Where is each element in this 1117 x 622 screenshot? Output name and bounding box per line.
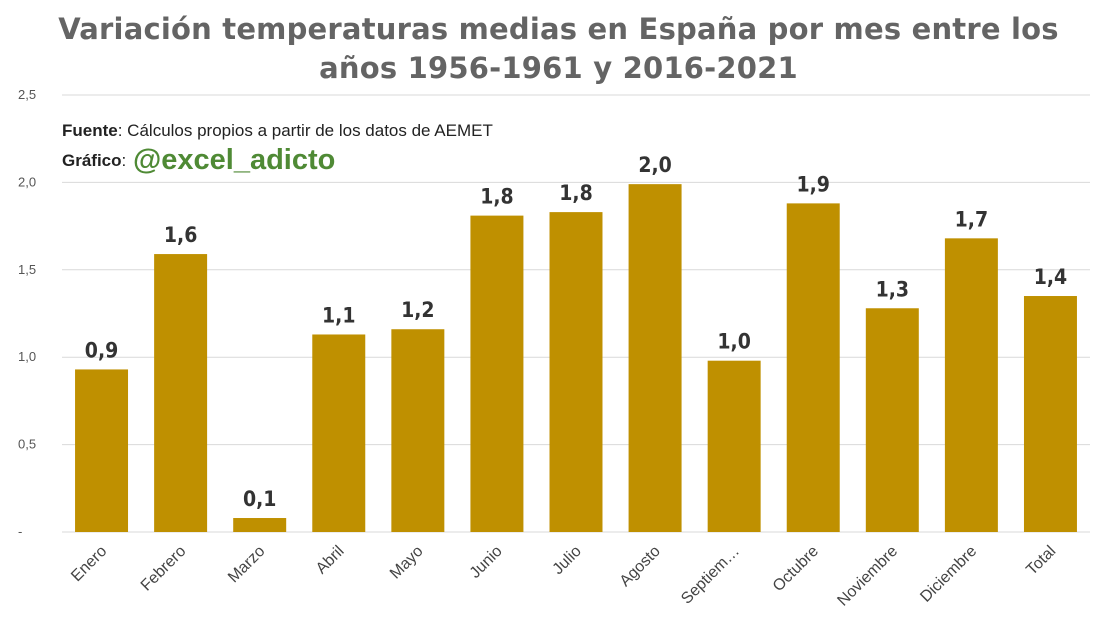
data-label: 1,0 <box>717 330 750 354</box>
data-label: 1,7 <box>955 207 988 231</box>
graphic-sep: : <box>121 151 131 170</box>
y-tick-label: 1,0 <box>18 349 36 364</box>
data-label: 1,4 <box>1034 265 1067 289</box>
bar <box>707 360 761 532</box>
chart-title-line-1: Variación temperaturas medias en España … <box>58 12 1059 46</box>
category-label: Total <box>1023 543 1059 579</box>
y-tick-label: 1,5 <box>18 262 36 277</box>
author-handle: @excel_adicto <box>132 144 336 176</box>
bar <box>312 334 366 532</box>
category-label: Agosto <box>617 543 664 590</box>
data-label: 1,8 <box>480 185 513 209</box>
bar <box>549 212 603 532</box>
data-label: 1,1 <box>322 303 355 327</box>
category-label: Diciembre <box>917 543 980 606</box>
category-label: Octubre <box>770 543 822 595</box>
category-label: Mayo <box>387 543 427 583</box>
y-tick-label: 2,0 <box>18 174 36 189</box>
source-label: Fuente <box>62 121 118 140</box>
bar <box>786 203 840 532</box>
source-text: : Cálculos propios a partir de los datos… <box>117 121 493 140</box>
category-label: Febrero <box>138 543 190 595</box>
bar <box>75 369 129 532</box>
chart-title-line-2: años 1956-1961 y 2016-2021 <box>319 51 798 85</box>
bar <box>233 518 287 532</box>
data-label: 1,6 <box>164 223 197 247</box>
data-label: 0,1 <box>243 487 276 511</box>
bar <box>154 254 208 532</box>
bar <box>391 329 445 532</box>
data-label: 1,8 <box>559 181 592 205</box>
bar <box>944 238 998 532</box>
y-tick-label: - <box>18 524 22 539</box>
data-label: 1,9 <box>796 172 829 196</box>
data-label: 1,3 <box>876 277 909 301</box>
data-label: 0,9 <box>85 338 118 362</box>
y-tick-label: 0,5 <box>18 437 36 452</box>
data-label: 1,2 <box>401 298 434 322</box>
graphic-credit: Gráfico: @excel_adicto <box>62 144 335 177</box>
category-label: Enero <box>68 543 110 585</box>
data-label: 2,0 <box>638 153 671 177</box>
category-label: Abril <box>313 543 348 578</box>
category-label: Junio <box>467 543 506 582</box>
bar <box>1023 296 1077 532</box>
chart-title: Variación temperaturas medias en España … <box>0 10 1117 88</box>
source-note: Fuente: Cálculos propios a partir de los… <box>62 121 493 141</box>
category-label: Julio <box>550 543 585 578</box>
graphic-label: Gráfico <box>62 151 122 170</box>
category-label: Marzo <box>225 543 269 587</box>
bar <box>628 184 682 532</box>
y-tick-label: 2,5 <box>18 87 36 102</box>
bar <box>470 215 524 532</box>
bar <box>865 308 919 532</box>
category-label: Septiem… <box>678 543 743 608</box>
category-label: Noviembre <box>834 543 901 610</box>
